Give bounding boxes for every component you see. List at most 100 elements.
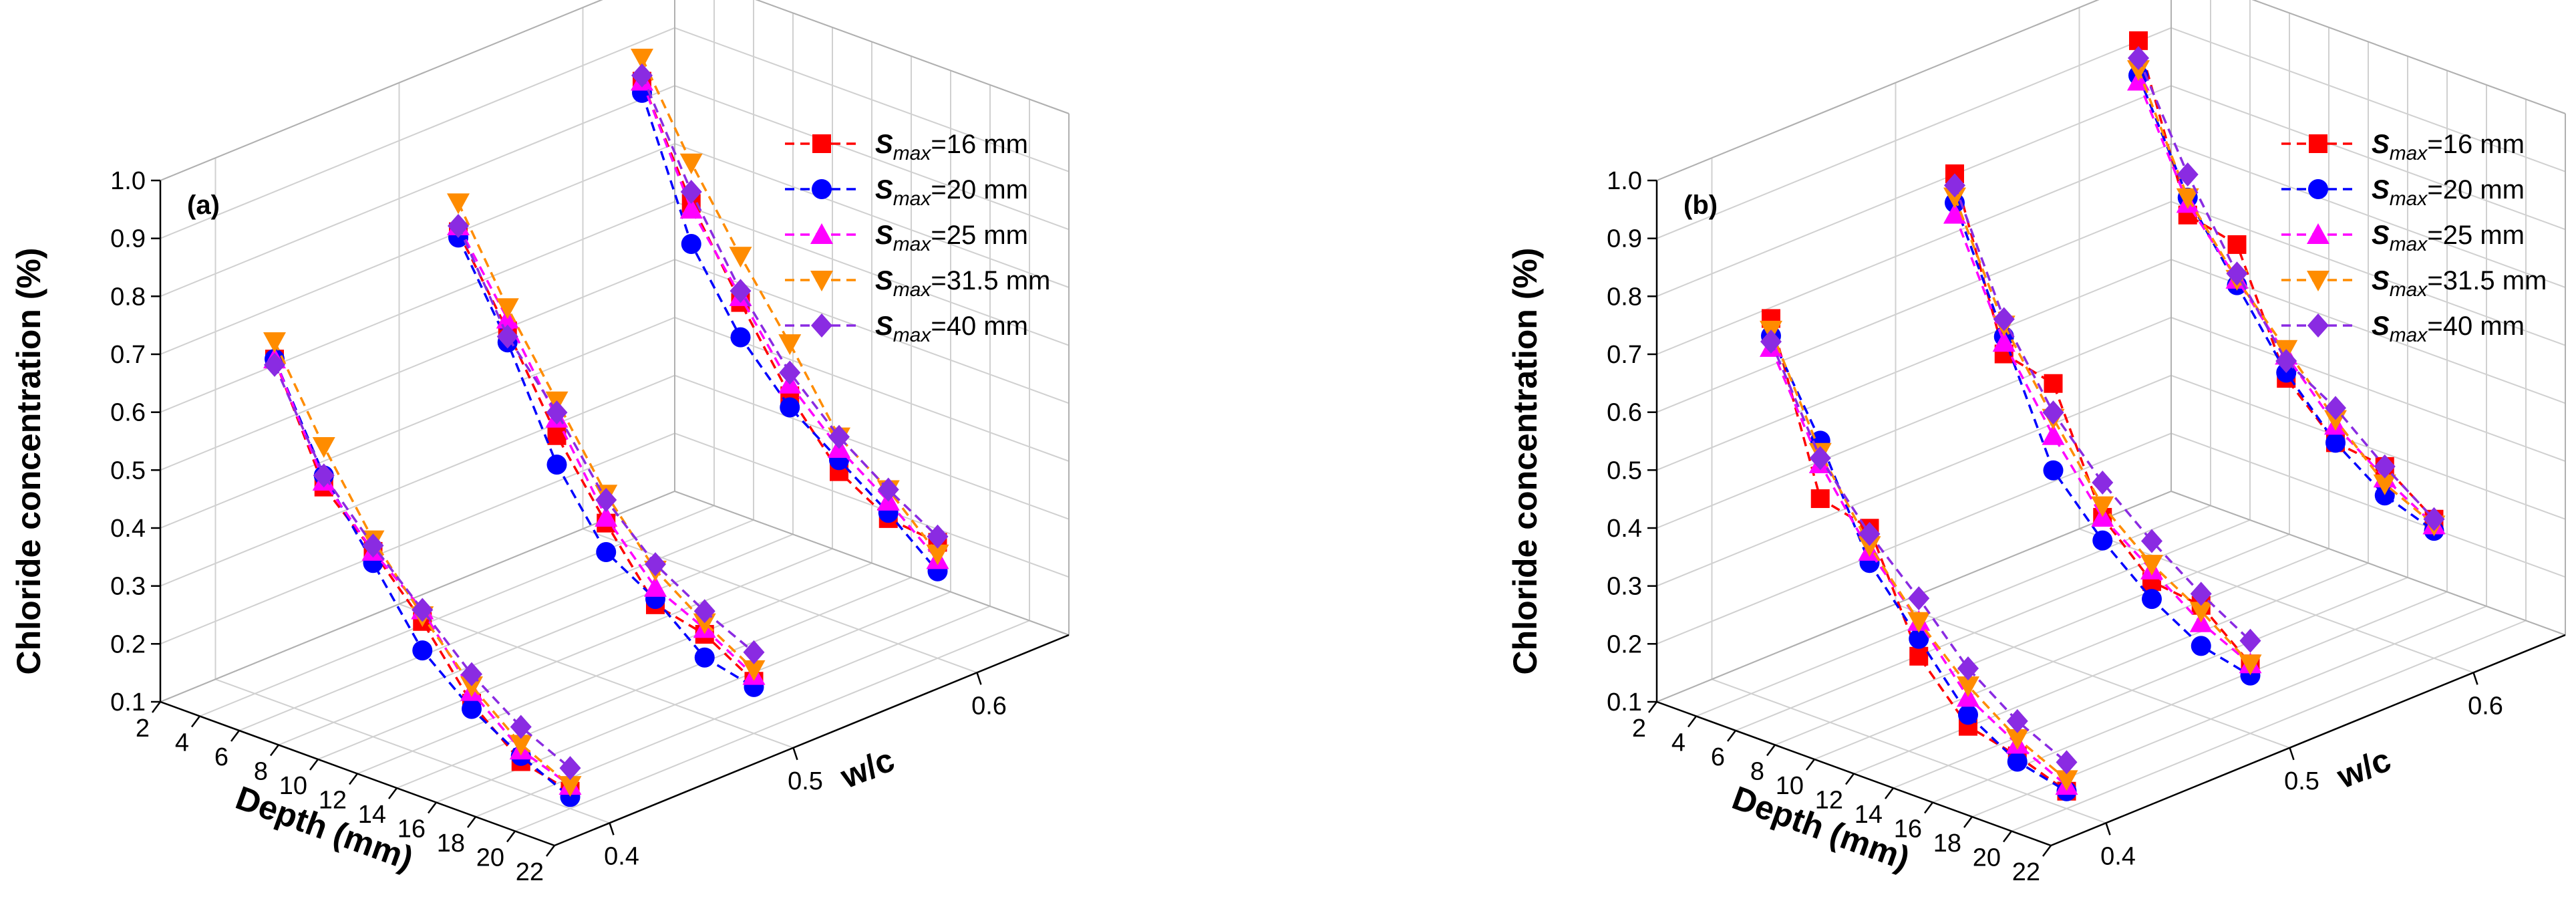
legend-symbol: S bbox=[2372, 221, 2390, 250]
data-point bbox=[828, 424, 850, 449]
y-axis-title: w/c bbox=[2331, 741, 2396, 795]
data-point bbox=[313, 463, 335, 488]
data-point bbox=[631, 48, 653, 70]
data-point bbox=[780, 397, 800, 418]
y-tick-label: 0.5 bbox=[2284, 767, 2319, 795]
legend-entry: Smax=20 mm bbox=[875, 175, 1028, 210]
legend-entry: Smax=20 mm bbox=[2372, 175, 2525, 210]
data-point bbox=[693, 599, 715, 624]
data-point bbox=[729, 247, 752, 268]
series-line bbox=[457, 225, 755, 654]
data-point bbox=[2044, 374, 2063, 393]
data-point bbox=[1958, 704, 1978, 725]
x-tick-label: 18 bbox=[437, 829, 465, 858]
data-point bbox=[730, 279, 752, 303]
z-tick-label: 0.5 bbox=[110, 457, 146, 485]
x-tick-label: 16 bbox=[1894, 815, 1922, 844]
legend-symbol: S bbox=[2372, 175, 2390, 205]
data-point bbox=[448, 214, 469, 238]
data-point bbox=[2239, 628, 2261, 653]
data-point bbox=[1909, 628, 1929, 649]
legend-marker bbox=[812, 179, 832, 199]
data-point bbox=[595, 487, 617, 512]
z-tick-label: 1.0 bbox=[1607, 167, 1642, 195]
data-point bbox=[2092, 530, 2113, 551]
x-tick-label: 10 bbox=[1776, 772, 1804, 800]
data-point bbox=[312, 437, 335, 459]
legend-value: =20 mm bbox=[931, 175, 1028, 205]
legend-value: =16 mm bbox=[931, 130, 1028, 159]
axis-box bbox=[151, 0, 1070, 857]
legend-subscript: max bbox=[2390, 233, 2428, 255]
data-point bbox=[631, 63, 653, 88]
data-point bbox=[1944, 173, 1965, 198]
legend-subscript: max bbox=[893, 188, 932, 210]
series-line bbox=[273, 341, 571, 787]
x-tick-label: 14 bbox=[358, 801, 386, 829]
y-axis-title: w/c bbox=[835, 741, 900, 795]
z-tick-label: 0.7 bbox=[110, 341, 146, 369]
data-point bbox=[546, 400, 568, 425]
legend-marker bbox=[2307, 271, 2329, 291]
z-tick-label: 0.1 bbox=[1607, 688, 1642, 717]
data-point bbox=[362, 533, 384, 558]
legend-symbol: S bbox=[875, 311, 893, 341]
z-tick-label: 0.9 bbox=[1607, 225, 1642, 253]
data-point bbox=[2128, 45, 2149, 70]
data-point bbox=[1907, 612, 1931, 633]
data-point bbox=[1809, 446, 1831, 471]
legend-subscript: max bbox=[893, 324, 932, 346]
x-tick-label: 4 bbox=[1671, 729, 1685, 757]
z-tick-label: 0.3 bbox=[110, 573, 146, 601]
x-tick-label: 20 bbox=[1973, 844, 2001, 872]
data-point bbox=[1810, 489, 1830, 509]
x-tick-label: 16 bbox=[397, 815, 426, 844]
z-tick-label: 0.7 bbox=[1607, 341, 1642, 369]
legend-marker bbox=[810, 271, 833, 291]
legend-symbol: S bbox=[875, 221, 893, 250]
x-tick-label: 22 bbox=[2012, 858, 2040, 886]
data-point bbox=[2007, 751, 2028, 772]
legend-value: =40 mm bbox=[2427, 311, 2525, 341]
z-tick-label: 0.3 bbox=[1607, 573, 1642, 601]
z-tick-label: 0.5 bbox=[1607, 457, 1642, 485]
legend-subscript: max bbox=[893, 142, 932, 164]
data-point bbox=[2177, 162, 2199, 187]
data-point bbox=[927, 524, 949, 549]
data-point bbox=[1943, 187, 1966, 209]
x-tick-label: 14 bbox=[1855, 801, 1883, 829]
legend-symbol: S bbox=[875, 175, 893, 205]
x-tick-label: 20 bbox=[476, 844, 504, 872]
data-point bbox=[558, 776, 582, 797]
legend-symbol: S bbox=[2372, 311, 2390, 341]
legend-marker bbox=[2307, 223, 2329, 244]
z-tick-label: 0.4 bbox=[110, 515, 146, 543]
data-point bbox=[1943, 203, 1966, 224]
data-point bbox=[596, 541, 617, 562]
data-point bbox=[496, 298, 519, 319]
legend-entry: Smax=40 mm bbox=[875, 311, 1028, 346]
z-tick-label: 0.8 bbox=[110, 283, 146, 311]
series-line bbox=[641, 57, 939, 555]
data-point bbox=[743, 640, 765, 664]
data-point bbox=[496, 324, 518, 349]
x-tick-label: 2 bbox=[1632, 715, 1646, 743]
legend-symbol: S bbox=[2372, 130, 2390, 159]
z-axis-title: Chloride concentration (%) bbox=[10, 248, 47, 675]
data-point bbox=[1957, 656, 1979, 680]
legend-value: =20 mm bbox=[2427, 175, 2525, 205]
gridlines bbox=[160, 0, 1070, 846]
z-tick-label: 0.2 bbox=[1607, 630, 1642, 658]
data-point bbox=[2373, 474, 2396, 495]
legend-value: =40 mm bbox=[931, 311, 1028, 341]
y-tick-label: 0.6 bbox=[971, 692, 1007, 720]
data-point bbox=[2042, 424, 2065, 445]
data-point bbox=[694, 647, 715, 668]
data-point bbox=[730, 327, 751, 348]
data-point bbox=[412, 640, 433, 661]
